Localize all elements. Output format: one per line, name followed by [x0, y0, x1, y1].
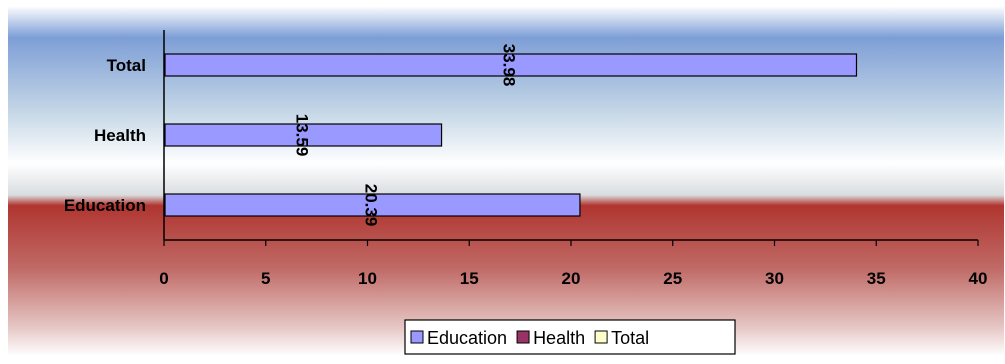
legend-swatch-health	[516, 330, 530, 344]
legend-swatch-total	[594, 330, 608, 344]
legend-label-education: Education	[427, 328, 507, 348]
x-tick-label: 25	[663, 269, 682, 288]
bar-total	[164, 53, 858, 77]
x-tick-label: 30	[765, 269, 784, 288]
x-tick-label: 35	[867, 269, 886, 288]
x-tick-label: 20	[562, 269, 581, 288]
data-label-health: 13.59	[292, 114, 311, 157]
x-tick-label: 15	[460, 269, 479, 288]
x-tick-label: 5	[261, 269, 270, 288]
data-label-education: 20.39	[361, 184, 380, 227]
bar-education	[164, 193, 581, 217]
x-tick-label: 40	[969, 269, 988, 288]
data-label-total: 33.98	[500, 44, 519, 87]
bar-health	[164, 123, 443, 147]
legend-label-total: Total	[611, 328, 649, 348]
category-label-total: Total	[107, 56, 146, 75]
legend-box	[404, 319, 736, 355]
legend-swatch-education	[410, 330, 424, 344]
category-label-health: Health	[94, 126, 146, 145]
x-tick-label: 10	[358, 269, 377, 288]
category-label-education: Education	[64, 196, 146, 215]
legend-label-health: Health	[533, 328, 585, 348]
x-tick-label: 0	[159, 269, 168, 288]
